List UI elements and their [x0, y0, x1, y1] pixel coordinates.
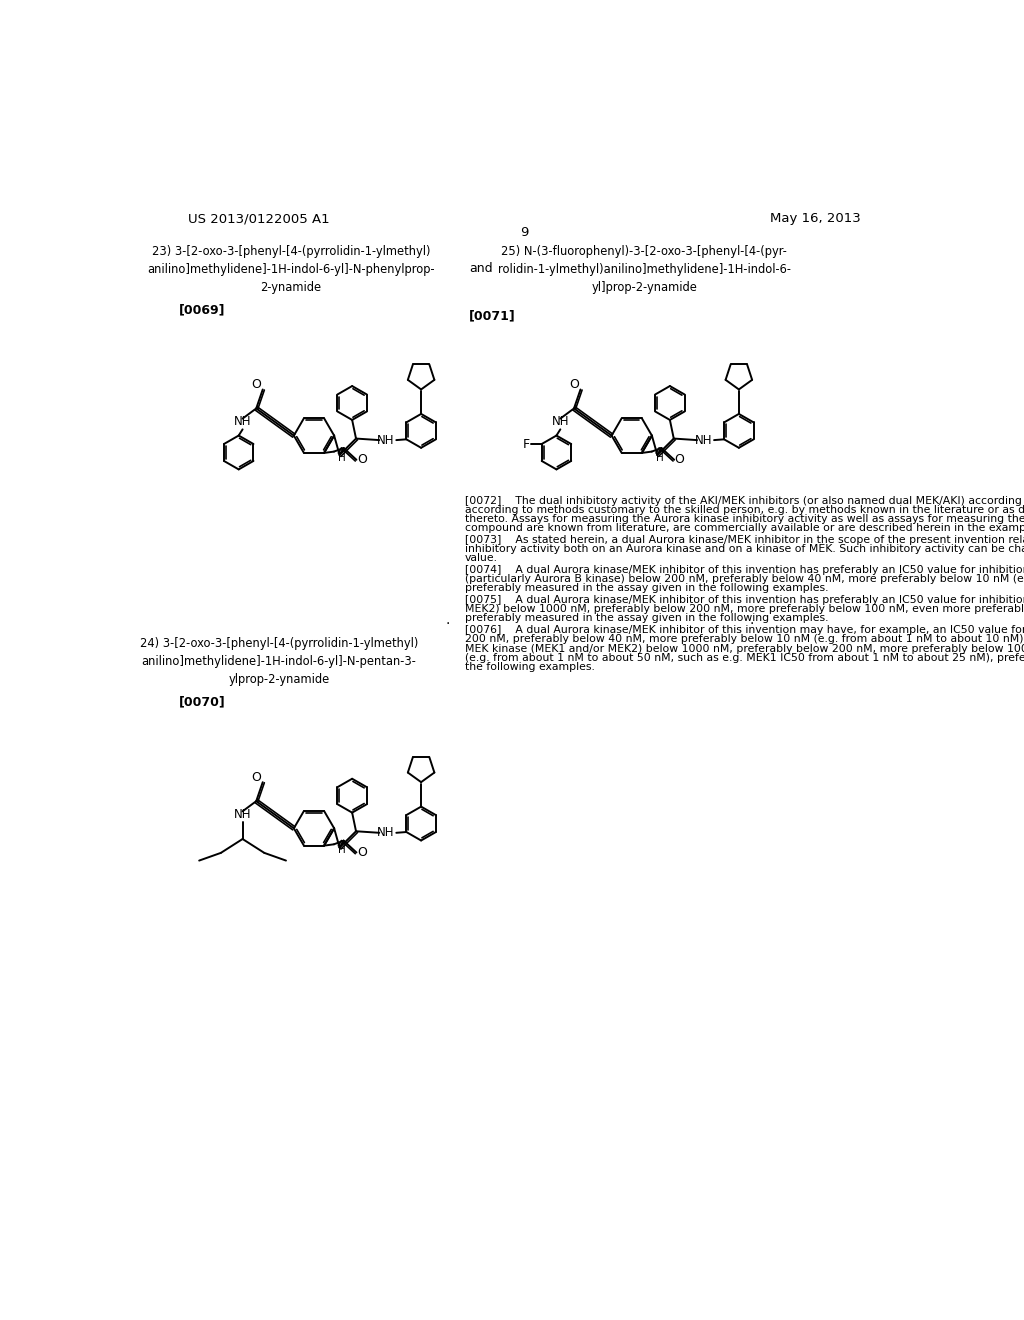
- Text: O: O: [252, 379, 261, 391]
- Text: [0069]: [0069]: [178, 304, 225, 317]
- Text: NH: NH: [233, 416, 251, 428]
- Text: 200 nM, preferably below 40 nM, more preferably below 10 nM (e.g. from about 1 n: 200 nM, preferably below 40 nM, more pre…: [465, 635, 1024, 644]
- Text: May 16, 2013: May 16, 2013: [770, 213, 861, 226]
- Text: NH: NH: [233, 808, 251, 821]
- Text: O: O: [357, 453, 367, 466]
- Text: NH: NH: [377, 826, 394, 840]
- Text: [0073]    As stated herein, a dual Aurora kinase/MEK inhibitor in the scope of t: [0073] As stated herein, a dual Aurora k…: [465, 535, 1024, 545]
- Text: preferably measured in the assay given in the following examples.: preferably measured in the assay given i…: [465, 583, 828, 594]
- Text: [0076]    A dual Aurora kinase/MEK inhibitor of this invention may have, for exa: [0076] A dual Aurora kinase/MEK inhibito…: [465, 626, 1024, 635]
- Text: H: H: [655, 453, 664, 463]
- Text: [0074]    A dual Aurora kinase/MEK inhibitor of this invention has preferably an: [0074] A dual Aurora kinase/MEK inhibito…: [465, 565, 1024, 576]
- Text: [0075]    A dual Aurora kinase/MEK inhibitor of this invention has preferably an: [0075] A dual Aurora kinase/MEK inhibito…: [465, 595, 1024, 605]
- Text: MEK2) below 1000 nM, preferably below 200 nM, more preferably below 100 nM, even: MEK2) below 1000 nM, preferably below 20…: [465, 605, 1024, 614]
- Text: .: .: [750, 614, 754, 627]
- Text: [0071]: [0071]: [469, 309, 516, 322]
- Text: preferably measured in the assay given in the following examples.: preferably measured in the assay given i…: [465, 614, 828, 623]
- Text: compound are known from literature, are commercially available or are described : compound are known from literature, are …: [465, 524, 1024, 533]
- Text: inhibitory activity both on an Aurora kinase and on a kinase of MEK. Such inhibi: inhibitory activity both on an Aurora ki…: [465, 544, 1024, 554]
- Text: NH: NH: [552, 416, 569, 428]
- Text: NH: NH: [694, 433, 712, 446]
- Text: O: O: [569, 379, 580, 391]
- Text: H: H: [338, 845, 346, 855]
- Text: (particularly Aurora B kinase) below 200 nM, preferably below 40 nM, more prefer: (particularly Aurora B kinase) below 200…: [465, 574, 1024, 585]
- Text: [0070]: [0070]: [178, 696, 225, 709]
- Text: [0072]    The dual inhibitory activity of the AKI/MEK inhibitors (or also named : [0072] The dual inhibitory activity of t…: [465, 496, 1024, 506]
- Text: (e.g. from about 1 nM to about 50 nM, such as e.g. MEK1 IC50 from about 1 nM to : (e.g. from about 1 nM to about 50 nM, su…: [465, 653, 1024, 663]
- Text: 23) 3-[2-oxo-3-[phenyl-[4-(pyrrolidin-1-ylmethyl)
anilino]methylidene]-1H-indol-: 23) 3-[2-oxo-3-[phenyl-[4-(pyrrolidin-1-…: [146, 244, 434, 293]
- Text: according to methods customary to the skilled person, e.g. by methods known in t: according to methods customary to the sk…: [465, 506, 1024, 515]
- Text: .: .: [445, 614, 450, 627]
- Text: the following examples.: the following examples.: [465, 663, 595, 672]
- Text: MEK kinase (MEK1 and/or MEK2) below 1000 nM, preferably below 200 nM, more prefe: MEK kinase (MEK1 and/or MEK2) below 1000…: [465, 644, 1024, 653]
- Text: NH: NH: [377, 433, 394, 446]
- Text: thereto. Assays for measuring the Aurora kinase inhibitory activity as well as a: thereto. Assays for measuring the Aurora…: [465, 515, 1024, 524]
- Text: 9: 9: [520, 226, 529, 239]
- Text: value.: value.: [465, 553, 498, 564]
- Text: 25) N-(3-fluorophenyl)-3-[2-oxo-3-[phenyl-[4-(pyr-
rolidin-1-ylmethyl)anilino]me: 25) N-(3-fluorophenyl)-3-[2-oxo-3-[pheny…: [498, 244, 791, 293]
- Text: US 2013/0122005 A1: US 2013/0122005 A1: [188, 213, 330, 226]
- Text: and: and: [469, 261, 493, 275]
- Text: H: H: [338, 453, 346, 463]
- Text: O: O: [675, 453, 685, 466]
- Text: 24) 3-[2-oxo-3-[phenyl-[4-(pyrrolidin-1-ylmethyl)
anilino]methylidene]-1H-indol-: 24) 3-[2-oxo-3-[phenyl-[4-(pyrrolidin-1-…: [140, 638, 419, 686]
- Text: F: F: [522, 437, 529, 450]
- Text: O: O: [357, 846, 367, 859]
- Text: O: O: [252, 771, 261, 784]
